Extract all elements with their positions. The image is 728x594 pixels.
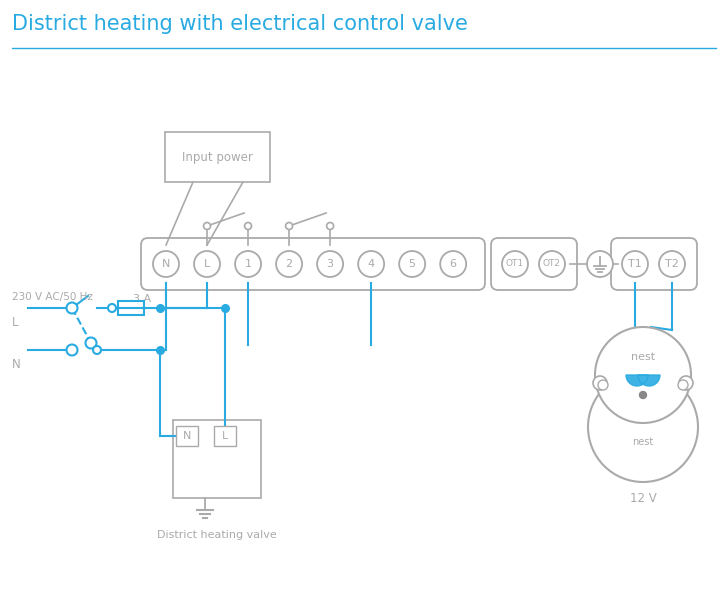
Text: T2: T2 <box>665 259 679 269</box>
Text: N: N <box>183 431 191 441</box>
Text: 4: 4 <box>368 259 375 269</box>
Circle shape <box>285 223 293 229</box>
Circle shape <box>317 251 343 277</box>
Circle shape <box>276 251 302 277</box>
Circle shape <box>595 327 691 423</box>
Text: nest: nest <box>633 437 654 447</box>
Text: OT2: OT2 <box>543 260 561 268</box>
Circle shape <box>598 380 608 390</box>
Text: L: L <box>12 316 18 329</box>
Circle shape <box>108 304 116 312</box>
Circle shape <box>85 337 97 349</box>
Circle shape <box>399 251 425 277</box>
Text: T1: T1 <box>628 259 642 269</box>
Circle shape <box>502 251 528 277</box>
Text: 230 V AC/50 Hz: 230 V AC/50 Hz <box>12 292 93 302</box>
Circle shape <box>358 251 384 277</box>
FancyBboxPatch shape <box>491 238 577 290</box>
Text: District heating with electrical control valve: District heating with electrical control… <box>12 14 468 34</box>
Circle shape <box>539 251 565 277</box>
Text: 3 A: 3 A <box>133 294 151 304</box>
Text: 2: 2 <box>285 259 293 269</box>
Text: 6: 6 <box>450 259 456 269</box>
Circle shape <box>622 251 648 277</box>
Circle shape <box>235 251 261 277</box>
FancyBboxPatch shape <box>176 426 198 446</box>
Text: L: L <box>204 259 210 269</box>
Circle shape <box>327 223 333 229</box>
Text: N: N <box>12 358 21 371</box>
Circle shape <box>659 251 685 277</box>
Text: OT1: OT1 <box>506 260 524 268</box>
Text: nest: nest <box>631 352 655 362</box>
Circle shape <box>245 223 252 229</box>
FancyBboxPatch shape <box>118 301 144 315</box>
Circle shape <box>93 346 101 354</box>
Text: 5: 5 <box>408 259 416 269</box>
FancyBboxPatch shape <box>611 238 697 290</box>
Text: N: N <box>162 259 170 269</box>
Circle shape <box>639 391 646 399</box>
Circle shape <box>66 345 77 355</box>
Circle shape <box>588 372 698 482</box>
Polygon shape <box>626 375 660 386</box>
Circle shape <box>678 380 688 390</box>
FancyBboxPatch shape <box>214 426 236 446</box>
Circle shape <box>153 251 179 277</box>
Circle shape <box>679 376 693 390</box>
Text: 3: 3 <box>327 259 333 269</box>
Circle shape <box>593 376 607 390</box>
Circle shape <box>587 251 613 277</box>
FancyBboxPatch shape <box>165 132 270 182</box>
FancyBboxPatch shape <box>173 420 261 498</box>
Text: 12 V: 12 V <box>630 492 657 505</box>
Circle shape <box>66 302 77 314</box>
Text: 1: 1 <box>245 259 252 269</box>
Text: Input power: Input power <box>182 150 253 163</box>
Circle shape <box>204 223 210 229</box>
FancyBboxPatch shape <box>141 238 485 290</box>
Circle shape <box>440 251 466 277</box>
Text: L: L <box>222 431 228 441</box>
Circle shape <box>194 251 220 277</box>
Text: District heating valve: District heating valve <box>157 530 277 540</box>
